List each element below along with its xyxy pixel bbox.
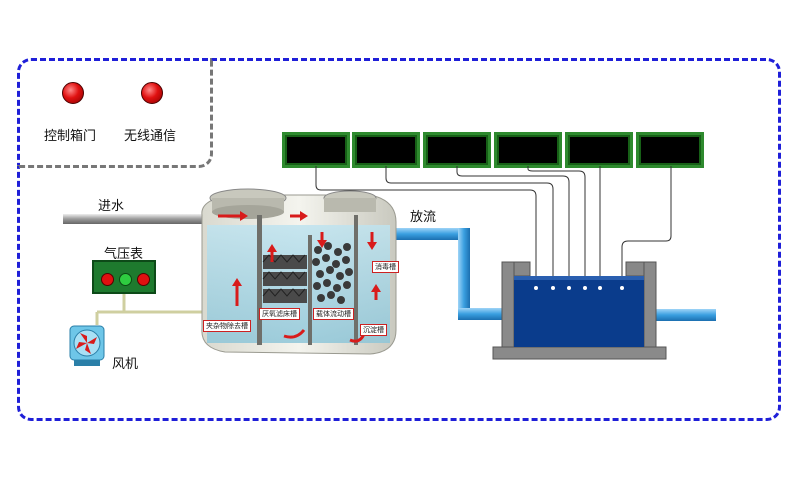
gauge-label: 气压表	[104, 247, 144, 262]
sensor-wires	[315, 166, 672, 287]
chamber-tag-settling: 沉淀槽	[360, 324, 387, 336]
chamber-tag-disinfection: 消毒槽	[372, 261, 399, 273]
system-frame	[17, 58, 781, 421]
gauge-green-led-icon	[119, 273, 132, 286]
pressure-gauge-panel	[92, 260, 156, 294]
wireless-status-label: 无线通信	[124, 129, 177, 144]
inlet-pipe	[63, 214, 213, 224]
fan-icon	[69, 325, 105, 366]
flow-arrows	[218, 214, 378, 343]
air-line	[95, 294, 215, 325]
inlet-label: 进水	[98, 199, 125, 214]
door-status-label: 控制箱门	[44, 129, 97, 144]
status-panel	[17, 58, 213, 168]
outlet-label: 放流	[410, 210, 437, 225]
door-status-led-icon	[62, 82, 84, 104]
sensor-display-5	[565, 132, 633, 168]
sensor-display-1	[282, 132, 350, 168]
wireless-status-led-icon	[141, 82, 163, 104]
chamber-tag-anaerobic-filter: 厌氧滤床槽	[259, 308, 300, 320]
gauge-red-led-icon	[101, 273, 114, 286]
sensor-display-4	[494, 132, 562, 168]
chamber-tag-moving-carrier: 载体流动槽	[313, 308, 354, 320]
discharge-tank	[492, 261, 667, 360]
sensor-display-6	[636, 132, 704, 168]
blower-label: 风机	[112, 357, 139, 372]
gauge-red-led-icon-2	[137, 273, 150, 286]
chamber-tag-screening: 夹杂物除去槽	[203, 320, 251, 332]
